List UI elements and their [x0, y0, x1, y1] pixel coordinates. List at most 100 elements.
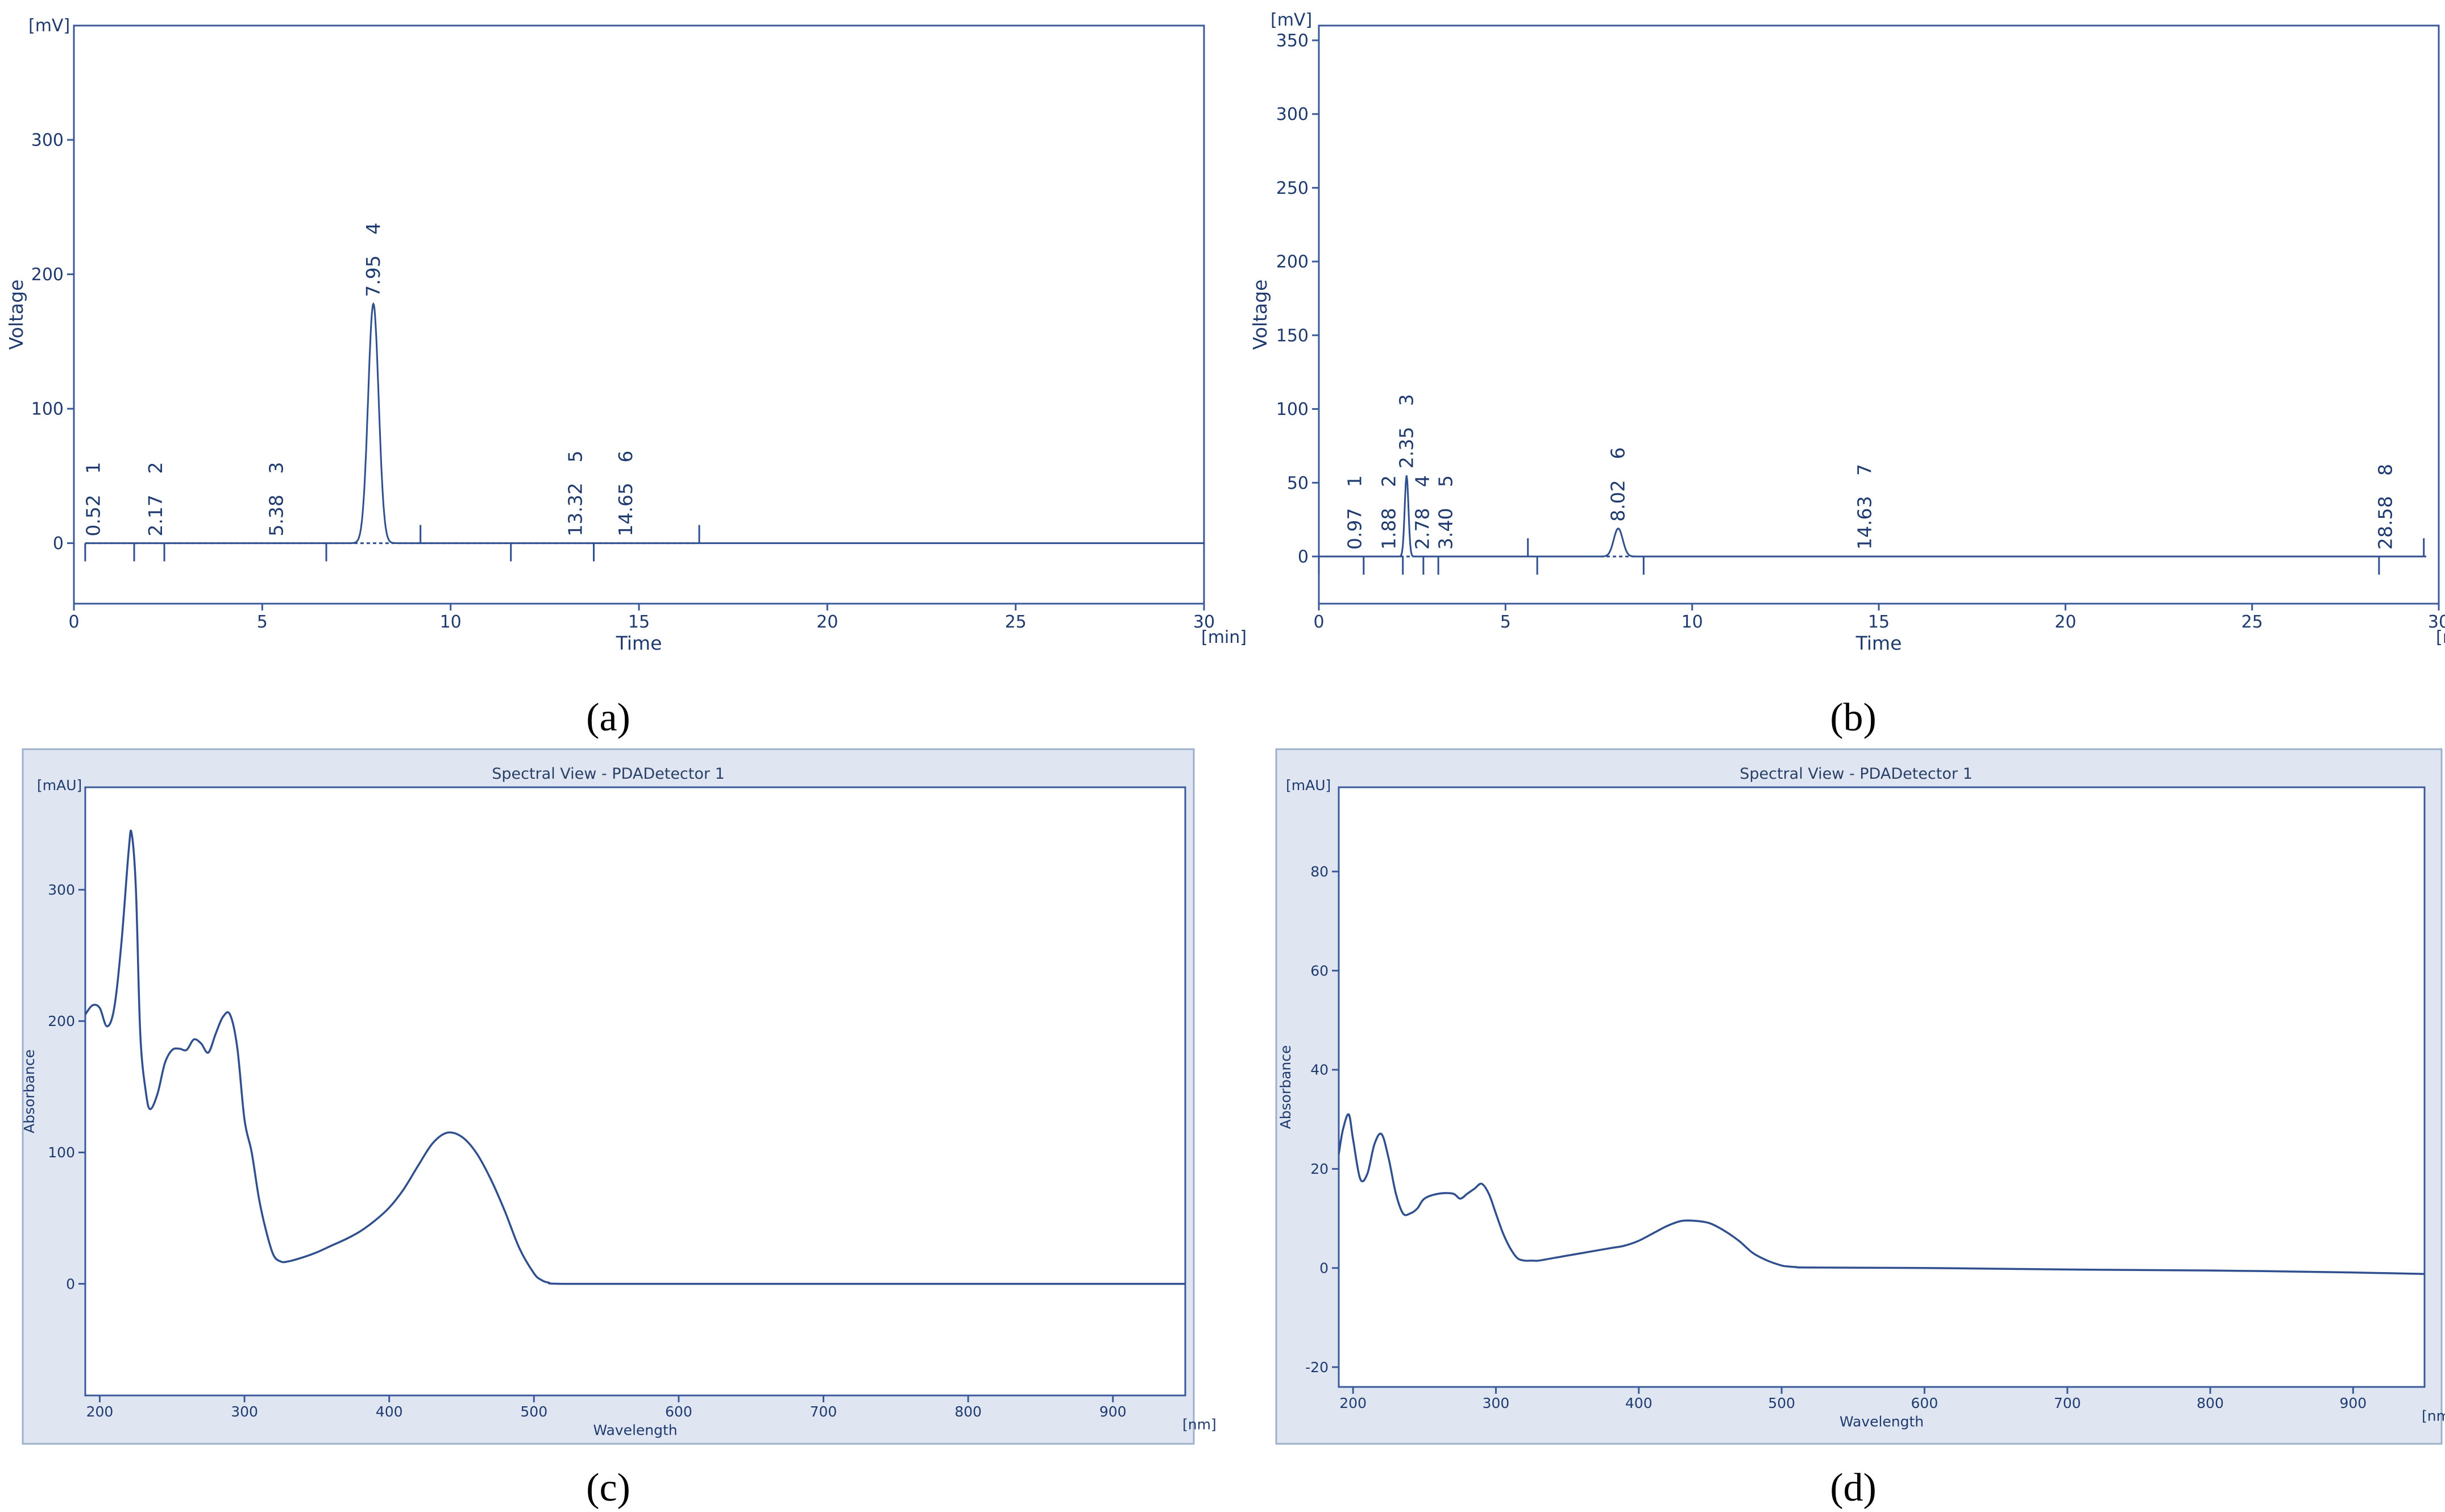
- x-unit-label: [nm]: [1182, 1417, 1217, 1433]
- caption-c: (c): [586, 1466, 630, 1510]
- spectrum-trace: [1338, 1113, 2425, 1275]
- x-tick-label: 15: [628, 612, 650, 632]
- y-axis-title: Voltage: [1249, 280, 1271, 350]
- x-tick-label: 0: [1313, 612, 1324, 632]
- peak-number-label: 5: [564, 451, 587, 463]
- peak-retention-label: 5.38: [265, 495, 288, 536]
- x-tick-label: 500: [520, 1403, 547, 1420]
- plot-area: [84, 786, 1186, 1397]
- peak-retention-label: 14.65: [615, 483, 637, 536]
- x-tick-label: 200: [1339, 1395, 1367, 1411]
- x-tick-label: 5: [257, 612, 268, 632]
- peak-retention-label: 7.95: [362, 255, 384, 297]
- peak-number-label: 4: [362, 223, 384, 235]
- y-tick-label: 200: [1276, 252, 1309, 272]
- x-tick-label: 700: [810, 1403, 837, 1420]
- y-tick-label: 300: [1276, 105, 1309, 124]
- panel-d-spectrum: 200 300 400 500 600 700 800 900 -20 0 20 40 60 80 Wave…: [1277, 777, 2445, 1430]
- y-tick-label: 50: [1287, 473, 1309, 493]
- x-tick-label: 20: [816, 612, 838, 632]
- x-tick-label: 30: [2428, 612, 2445, 632]
- x-tick-label: 400: [1625, 1395, 1653, 1411]
- y-tick-label: 20: [1310, 1161, 1329, 1177]
- y-tick-label: 100: [31, 400, 64, 419]
- x-tick-label: 800: [2197, 1395, 2224, 1411]
- y-tick-label: 0: [1298, 547, 1309, 567]
- y-tick-label: 0: [1319, 1260, 1329, 1276]
- peak-retention-label: 8.02: [1607, 480, 1629, 521]
- plot-area: [73, 24, 1205, 605]
- peak-number-label: 3: [1395, 394, 1417, 406]
- chromatogram-trace: [85, 302, 699, 545]
- x-unit-label: [min]: [2436, 628, 2445, 647]
- x-unit-label: [nm]: [2422, 1408, 2445, 1424]
- y-unit-label: [mAU]: [37, 777, 82, 794]
- x-tick-label: 900: [1099, 1403, 1127, 1420]
- chromatogram-trace: [1319, 475, 2424, 558]
- y-unit-label: [mV]: [28, 16, 70, 36]
- caption-b: (b): [1830, 696, 1877, 740]
- peak-number-label: 4: [1412, 475, 1434, 487]
- peak-retention-label: 13.32: [564, 483, 587, 536]
- peak-retention-label: 2.35: [1395, 427, 1417, 468]
- y-tick-label: 0: [66, 1276, 75, 1292]
- x-tick-label: 700: [2054, 1395, 2081, 1411]
- peak-number-label: 7: [1854, 464, 1876, 476]
- y-tick-label: 100: [1276, 400, 1309, 419]
- y-tick-label: 80: [1310, 863, 1329, 880]
- panel-a-chromatogram: 0 5 10 15 20 25 300100200300TimeVoltage[mV][mi…: [5, 16, 1247, 654]
- y-tick-label: 300: [48, 882, 75, 898]
- peak-number-label: 6: [1607, 447, 1629, 459]
- spectral-title-d: Spectral View - PDADetector 1: [1740, 765, 1973, 783]
- x-tick-label: 500: [1768, 1395, 1795, 1411]
- y-axis-title: Absorbance: [21, 1049, 38, 1133]
- x-tick-label: 300: [231, 1403, 258, 1420]
- x-tick-label: 600: [665, 1403, 692, 1420]
- y-tick-label: 200: [48, 1013, 75, 1029]
- spectral-title-c: Spectral View - PDADetector 1: [492, 765, 725, 783]
- y-unit-label: [mAU]: [1286, 777, 1331, 794]
- x-tick-label: 200: [86, 1403, 114, 1420]
- x-tick-label: 25: [1005, 612, 1027, 632]
- plot-area: [1318, 24, 2440, 605]
- caption-a: (a): [586, 696, 630, 740]
- y-tick-label: 40: [1310, 1062, 1329, 1078]
- x-tick-label: 10: [1682, 612, 1703, 632]
- y-axis-title: Absorbance: [1277, 1045, 1294, 1129]
- peak-number-label: 3: [265, 462, 288, 474]
- x-tick-label: 300: [1483, 1395, 1510, 1411]
- x-tick-label: 20: [2054, 612, 2076, 632]
- peak-number-label: 2: [144, 462, 167, 474]
- x-axis-title: Wavelength: [593, 1422, 677, 1439]
- peak-retention-label: 1.88: [1377, 508, 1400, 549]
- peak-retention-label: 0.97: [1344, 508, 1366, 549]
- x-tick-label: 25: [2241, 612, 2263, 632]
- x-tick-label: 900: [2339, 1395, 2367, 1411]
- x-axis-title: Wavelength: [1840, 1414, 1924, 1430]
- x-tick-label: 15: [1868, 612, 1890, 632]
- panel-c-spectrum: 200 300 400 500 600 700 800 900 0 100 200 300 Wavele…: [21, 777, 1217, 1439]
- peak-number-label: 8: [2375, 464, 2397, 476]
- y-tick-label: 250: [1276, 178, 1309, 198]
- x-tick-label: 10: [440, 612, 462, 632]
- y-tick-label: 0: [53, 534, 64, 554]
- plot-area: [1338, 786, 2426, 1388]
- y-tick-label: 60: [1310, 962, 1329, 979]
- x-tick-label: 0: [68, 612, 79, 632]
- y-tick-label: 100: [48, 1144, 75, 1161]
- peak-number-label: 1: [82, 462, 104, 474]
- peak-retention-label: 3.40: [1434, 508, 1456, 549]
- peak-retention-label: 0.52: [82, 495, 104, 536]
- panel-b-chromatogram: 0 5 10 15 20 25 30050100150200250300350TimeVol…: [1249, 10, 2445, 654]
- peak-retention-label: 14.63: [1854, 496, 1876, 549]
- x-axis-title: Time: [616, 632, 662, 654]
- peak-retention-label: 28.58: [2375, 496, 2397, 549]
- peak-number-label: 5: [1434, 475, 1456, 487]
- peak-number-label: 6: [615, 451, 637, 463]
- y-tick-label: -20: [1305, 1359, 1329, 1376]
- y-tick-label: 150: [1276, 326, 1309, 346]
- y-axis-title: Voltage: [5, 280, 27, 350]
- x-tick-label: 800: [954, 1403, 982, 1420]
- peak-retention-label: 2.17: [144, 495, 167, 536]
